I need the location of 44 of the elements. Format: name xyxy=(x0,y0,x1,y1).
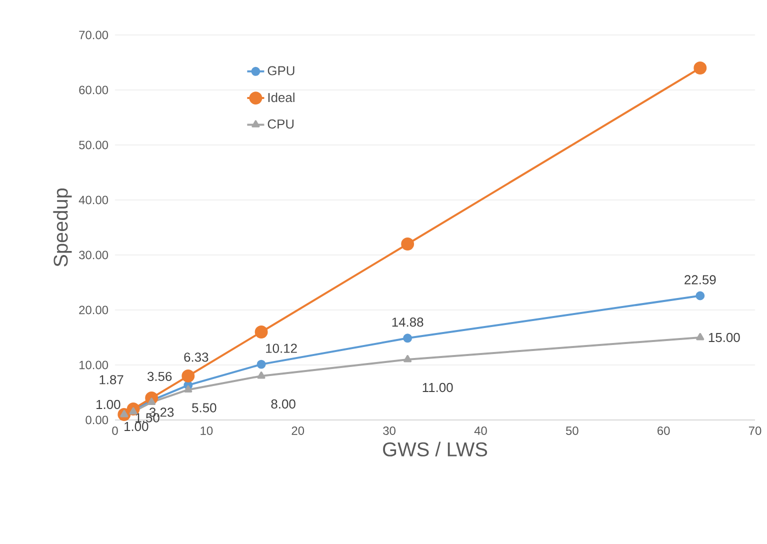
y-axis-title: Speedup xyxy=(53,188,72,266)
point xyxy=(696,291,705,300)
y-tick-label: 0.00 xyxy=(86,416,108,424)
x-tick-label: 30 xyxy=(383,426,396,435)
x-axis-title: GWS / LWS xyxy=(383,442,488,456)
y-tick-label: 60.00 xyxy=(79,86,108,94)
data-label: 11.00 xyxy=(422,382,453,392)
data-label: 14.88 xyxy=(392,318,424,327)
legend-label: GPU xyxy=(268,66,294,76)
legend-label: CPU xyxy=(268,119,294,129)
x-tick-label: 20 xyxy=(292,426,304,435)
data-label: 6.33 xyxy=(184,352,208,362)
y-tick-label: 30.00 xyxy=(79,250,108,260)
legend-label: Ideal xyxy=(268,92,294,102)
data-label: 1.00 xyxy=(96,400,120,410)
point xyxy=(694,62,707,74)
x-tick-label: 0 xyxy=(112,426,118,435)
x-tick-label: 50 xyxy=(566,426,578,435)
data-label: 1.87 xyxy=(100,375,124,384)
point xyxy=(254,326,268,338)
y-tick-label: 40.00 xyxy=(78,196,108,204)
data-label: 3.56 xyxy=(147,372,172,381)
x-tick-label: 70 xyxy=(748,426,762,435)
data-label: 22.59 xyxy=(684,275,716,284)
data-label: 10.12 xyxy=(266,344,297,353)
data-label: 8.00 xyxy=(271,399,296,409)
point xyxy=(182,370,195,382)
point xyxy=(404,354,412,362)
point xyxy=(696,333,704,340)
point xyxy=(256,360,266,369)
point xyxy=(184,385,192,392)
point xyxy=(401,238,414,250)
data-label: 5.50 xyxy=(192,403,216,412)
y-tick-label: 20.00 xyxy=(79,306,108,314)
data-label: 15.00 xyxy=(708,332,740,342)
y-tick-label: 10.00 xyxy=(79,360,108,370)
data-label: 1.00 xyxy=(124,422,148,432)
x-tick-label: 10 xyxy=(200,426,213,435)
point xyxy=(257,371,266,379)
x-tick-label: 40 xyxy=(474,426,487,435)
y-tick-label: 70.00 xyxy=(79,30,108,40)
y-tick-label: 50.00 xyxy=(79,140,108,150)
x-tick-label: 60 xyxy=(658,426,670,435)
point xyxy=(403,334,412,343)
